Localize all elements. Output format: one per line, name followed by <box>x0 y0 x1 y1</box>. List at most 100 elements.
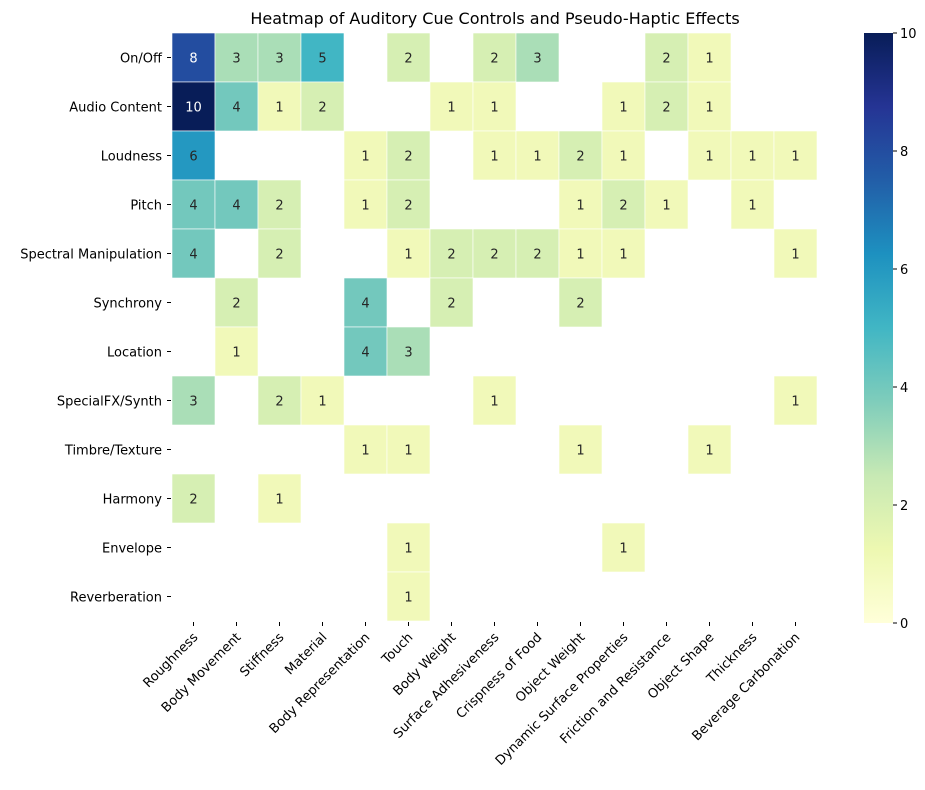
heatmap-cell <box>386 179 431 230</box>
cell-value-label: 1 <box>791 395 799 410</box>
cell-value-label: 1 <box>275 493 283 508</box>
cell-value-label: 1 <box>404 248 412 263</box>
cell-value-label: 1 <box>619 150 627 165</box>
cell-value-label: 1 <box>361 444 369 459</box>
cell-value-label: 2 <box>404 199 412 214</box>
chart-title: Heatmap of Auditory Cue Controls and Pse… <box>250 9 739 28</box>
heatmap-cell <box>257 375 302 426</box>
heatmap-cell <box>257 32 302 83</box>
heatmap-cell <box>601 179 646 230</box>
cell-value-label: 2 <box>662 52 670 67</box>
cell-value-label: 1 <box>490 101 498 116</box>
y-tick-label: Harmony <box>103 493 163 508</box>
heatmap-cell <box>601 522 646 573</box>
heatmap-cell <box>386 228 431 279</box>
cell-value-label: 1 <box>576 444 584 459</box>
heatmap-cell <box>257 228 302 279</box>
cell-value-label: 1 <box>705 150 713 165</box>
cell-value-label: 1 <box>705 101 713 116</box>
heatmap-cell <box>472 81 517 132</box>
cell-value-label: 2 <box>662 101 670 116</box>
cell-value-label: 2 <box>576 297 584 312</box>
cell-value-label: 1 <box>748 150 756 165</box>
heatmap-cell <box>386 424 431 475</box>
y-tick-label: Location <box>107 346 162 361</box>
heatmap-cell <box>171 375 216 426</box>
cell-value-label: 2 <box>275 199 283 214</box>
cell-value-label: 2 <box>533 248 541 263</box>
cell-value-label: 3 <box>533 52 541 67</box>
heatmap-cell <box>386 571 431 622</box>
heatmap-cell <box>386 326 431 377</box>
cell-value-label: 2 <box>275 395 283 410</box>
heatmap-cell <box>730 179 775 230</box>
heatmap-cell <box>687 424 732 475</box>
heatmap-cell <box>300 375 345 426</box>
cell-value-label: 2 <box>490 52 498 67</box>
cell-value-label: 1 <box>404 591 412 606</box>
y-tick-label: Envelope <box>102 542 162 557</box>
heatmap-cell <box>343 277 388 328</box>
cell-value-label: 1 <box>619 101 627 116</box>
heatmap-cell <box>343 424 388 475</box>
cell-value-label: 1 <box>791 248 799 263</box>
heatmap-cell <box>515 32 560 83</box>
cell-value-label: 2 <box>404 150 412 165</box>
heatmap-cell <box>171 228 216 279</box>
heatmap-cell <box>257 81 302 132</box>
cell-value-label: 2 <box>318 101 326 116</box>
cell-value-label: 1 <box>490 395 498 410</box>
y-tick-label: Pitch <box>130 199 162 214</box>
heatmap-cell <box>558 277 603 328</box>
heatmap-cell <box>214 32 259 83</box>
y-axis: On/Off Audio Content Loudness Pitch Spectral… <box>20 52 171 606</box>
y-tick-label: Reverberation <box>70 591 162 606</box>
heatmap-cell <box>515 228 560 279</box>
heatmap-cell <box>171 32 216 83</box>
colorbar-tick-label: 0 <box>900 617 908 632</box>
heatmap-cell <box>171 81 216 132</box>
heatmap-cell <box>773 228 818 279</box>
cell-value-label: 2 <box>447 248 455 263</box>
heatmap-cell <box>472 375 517 426</box>
cell-value-label: 1 <box>490 150 498 165</box>
cell-value-label: 2 <box>619 199 627 214</box>
heatmap-cell <box>773 375 818 426</box>
x-tick-label: Touch <box>379 630 417 668</box>
colorbar-gradient <box>864 33 893 623</box>
cell-value-label: 2 <box>447 297 455 312</box>
cell-value-label: 4 <box>232 199 240 214</box>
heatmap-cell <box>386 522 431 573</box>
cell-value-label: 8 <box>189 52 197 67</box>
cell-value-label: 1 <box>576 199 584 214</box>
heatmap-cell <box>300 81 345 132</box>
heatmap-cell <box>601 228 646 279</box>
colorbar: 0 2 4 6 8 10 <box>864 27 917 632</box>
cell-value-label: 1 <box>232 346 240 361</box>
cell-value-label: 10 <box>185 101 202 116</box>
heatmap-cell <box>386 32 431 83</box>
cell-value-label: 3 <box>232 52 240 67</box>
y-tick-label: Timbre/Texture <box>64 444 162 459</box>
cell-value-label: 4 <box>189 199 197 214</box>
cell-value-label: 1 <box>748 199 756 214</box>
heatmap-cell <box>343 130 388 181</box>
heatmap-cell <box>472 228 517 279</box>
heatmap-cell <box>257 473 302 524</box>
heatmap-cell <box>644 179 689 230</box>
y-tick-label: Spectral Manipulation <box>20 248 162 263</box>
cell-value-label: 1 <box>619 542 627 557</box>
cell-value-label: 3 <box>404 346 412 361</box>
cell-value-label: 2 <box>404 52 412 67</box>
cell-value-label: 1 <box>275 101 283 116</box>
cell-value-label: 3 <box>275 52 283 67</box>
cell-value-label: 1 <box>619 248 627 263</box>
cell-value-label: 6 <box>189 150 197 165</box>
heatmap-cell <box>300 32 345 83</box>
heatmap-cell <box>687 81 732 132</box>
heatmap-cell <box>644 81 689 132</box>
heatmap-cell <box>214 277 259 328</box>
x-tick-label: Stiffness <box>237 630 287 680</box>
